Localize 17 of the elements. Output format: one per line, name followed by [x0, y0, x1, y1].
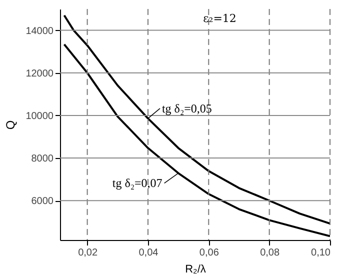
x-tick-label: 0,06: [199, 248, 220, 258]
annotation: ε₂=12: [203, 12, 236, 25]
y-axis-title: Q: [4, 120, 18, 130]
x-tick-label: 0,10: [311, 248, 331, 258]
x-tick-label: 0,02: [78, 248, 98, 258]
series-label: tg δ₂=0,07: [112, 176, 162, 190]
line-series: [63, 14, 330, 225]
x-tick-label: 0,08: [260, 248, 280, 258]
line-series: [63, 43, 330, 238]
legend-label: tg δ₂=0,05: [162, 101, 212, 116]
y-tick-label: 10000: [26, 110, 54, 122]
y-tick-label: 8000: [31, 154, 54, 165]
x-tick-label: 0,04: [138, 248, 159, 258]
y-tick-label: 12000: [26, 68, 54, 80]
y-tick-label: 6000: [31, 196, 54, 208]
y-tick-label: 14000: [26, 26, 54, 37]
x-axis-title: R₂/λ: [185, 264, 206, 276]
